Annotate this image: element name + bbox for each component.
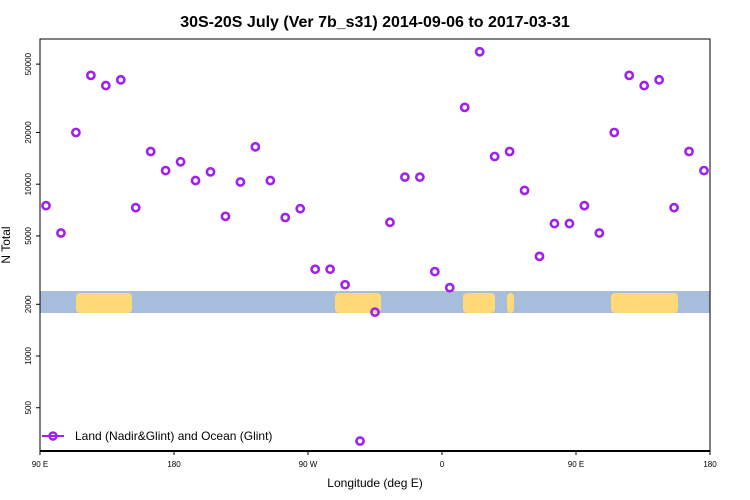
data-point	[100, 80, 111, 91]
data-point	[669, 202, 679, 213]
data-point	[624, 70, 635, 81]
data-point	[250, 141, 261, 152]
land-region	[76, 293, 132, 313]
data-point	[385, 217, 395, 228]
chart-title: 30S-20S July (Ver 7b_s31) 2014-09-06 to …	[180, 14, 570, 31]
data-point	[340, 279, 350, 290]
x-tick-label: 0	[440, 460, 445, 469]
data-point	[534, 251, 545, 262]
y-tick-label: 5000	[24, 226, 33, 244]
data-point	[474, 46, 485, 57]
plot-frame	[39, 38, 711, 452]
x-tick-label: 180	[167, 460, 181, 469]
data-point	[684, 146, 694, 157]
data-point	[594, 228, 605, 238]
data-point	[639, 80, 650, 91]
x-tick-label: 90 E	[32, 460, 48, 469]
y-tick-label: 50000	[24, 52, 33, 75]
x-tick-label: 90 W	[299, 460, 318, 469]
data-point	[400, 172, 410, 182]
data-point	[429, 266, 440, 277]
data-point	[699, 165, 709, 176]
data-point	[41, 200, 51, 211]
data-point	[579, 200, 590, 211]
data-point	[609, 127, 620, 138]
legend-label: Land (Nadir&Glint) and Ocean (Glint)	[75, 429, 272, 443]
data-point	[325, 264, 336, 275]
data-point	[295, 203, 306, 214]
y-tick-label: 20000	[24, 121, 33, 144]
data-point	[370, 307, 380, 318]
data-point	[56, 228, 66, 238]
y-tick-label: 500	[24, 401, 33, 415]
y-tick-label: 2000	[24, 295, 33, 313]
data-point	[564, 218, 575, 229]
data-point	[414, 172, 425, 182]
land-ocean-map-strip	[40, 291, 710, 313]
land-region	[507, 293, 514, 313]
data-point	[654, 74, 665, 85]
data-point	[220, 211, 231, 222]
data-point	[85, 70, 96, 81]
data-point	[310, 264, 321, 275]
data-point	[205, 166, 216, 177]
data-point	[160, 165, 171, 176]
y-tick-label: 10000	[24, 173, 33, 196]
y-axis: 50000 20000 10000 5000 2000 1000 500	[24, 52, 40, 414]
land-region	[611, 293, 678, 313]
y-tick-label: 1000	[24, 347, 33, 365]
data-point	[549, 218, 560, 229]
land-region	[335, 293, 381, 313]
data-points	[41, 46, 709, 446]
data-point	[265, 175, 276, 186]
land-region	[463, 293, 495, 313]
data-point	[489, 151, 500, 162]
data-point	[145, 146, 156, 157]
legend: Land (Nadir&Glint) and Ocean (Glint)	[42, 429, 272, 443]
data-point	[280, 212, 291, 223]
data-point	[115, 74, 126, 85]
data-point	[459, 102, 470, 113]
data-point	[355, 436, 365, 446]
x-tick-label: 90 E	[568, 460, 584, 469]
data-point	[504, 146, 515, 157]
data-point	[444, 282, 455, 293]
x-tick-label: 180	[703, 460, 717, 469]
y-axis-label: N Total	[0, 226, 13, 263]
data-point	[235, 177, 246, 187]
legend-marker	[48, 431, 58, 441]
data-point	[519, 185, 530, 196]
data-point	[71, 127, 81, 138]
x-axis-label: Longitude (deg E)	[327, 476, 422, 490]
data-point	[130, 202, 141, 213]
x-axis: 90 E 180 90 W 0 90 E 180	[32, 451, 717, 469]
data-point	[175, 156, 186, 167]
data-point	[190, 175, 201, 186]
